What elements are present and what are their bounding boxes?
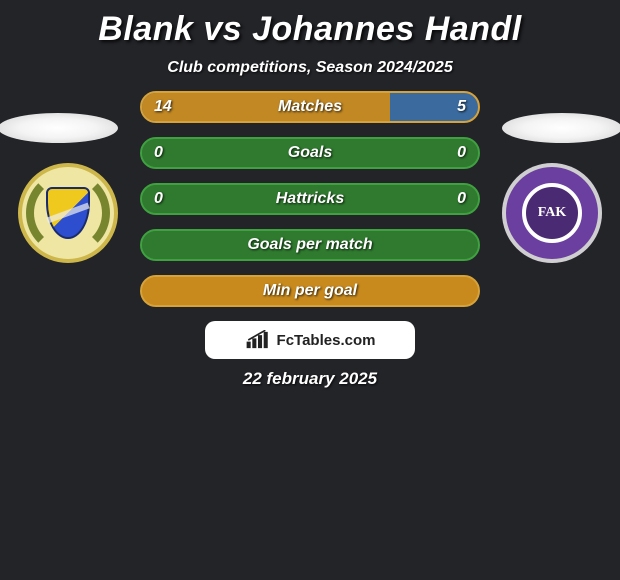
stat-value-right: 5 [434, 98, 478, 116]
stat-bar: 0Hattricks0 [140, 183, 480, 215]
crest-inner-text: FAK [522, 183, 582, 243]
stat-bar: Goals per match [140, 229, 480, 261]
stat-label: Min per goal [186, 282, 434, 300]
subtitle: Club competitions, Season 2024/2025 [0, 59, 620, 91]
stat-bar: 0Goals0 [140, 137, 480, 169]
shield-stripe [46, 203, 89, 224]
player-ellipse-right [502, 113, 620, 143]
stat-value-right: 0 [434, 144, 478, 162]
date-text: 22 february 2025 [0, 369, 620, 389]
club-crest-right: ★ ★ FAK [502, 163, 602, 263]
stat-value-left: 14 [142, 98, 186, 116]
stat-value-right: 0 [434, 190, 478, 208]
stat-label: Hattricks [186, 190, 434, 208]
stat-label: Goals [186, 144, 434, 162]
chart-icon [245, 330, 271, 350]
stat-value-left: 0 [142, 144, 186, 162]
brand-pill[interactable]: FcTables.com [205, 321, 415, 359]
content-area: ★ ★ FAK 14Matches50Goals00Hattricks0Goal… [0, 91, 620, 389]
brand-text: FcTables.com [277, 332, 376, 349]
stat-label: Goals per match [186, 236, 434, 254]
stat-bar: 14Matches5 [140, 91, 480, 123]
stat-value-left: 0 [142, 190, 186, 208]
club-crest-left [18, 163, 118, 263]
page-title: Blank vs Johannes Handl [0, 6, 620, 59]
stat-label: Matches [186, 98, 434, 116]
comparison-card: Blank vs Johannes Handl Club competition… [0, 0, 620, 389]
stat-bars: 14Matches50Goals00Hattricks0Goals per ma… [140, 91, 480, 307]
player-ellipse-left [0, 113, 118, 143]
stat-bar: Min per goal [140, 275, 480, 307]
